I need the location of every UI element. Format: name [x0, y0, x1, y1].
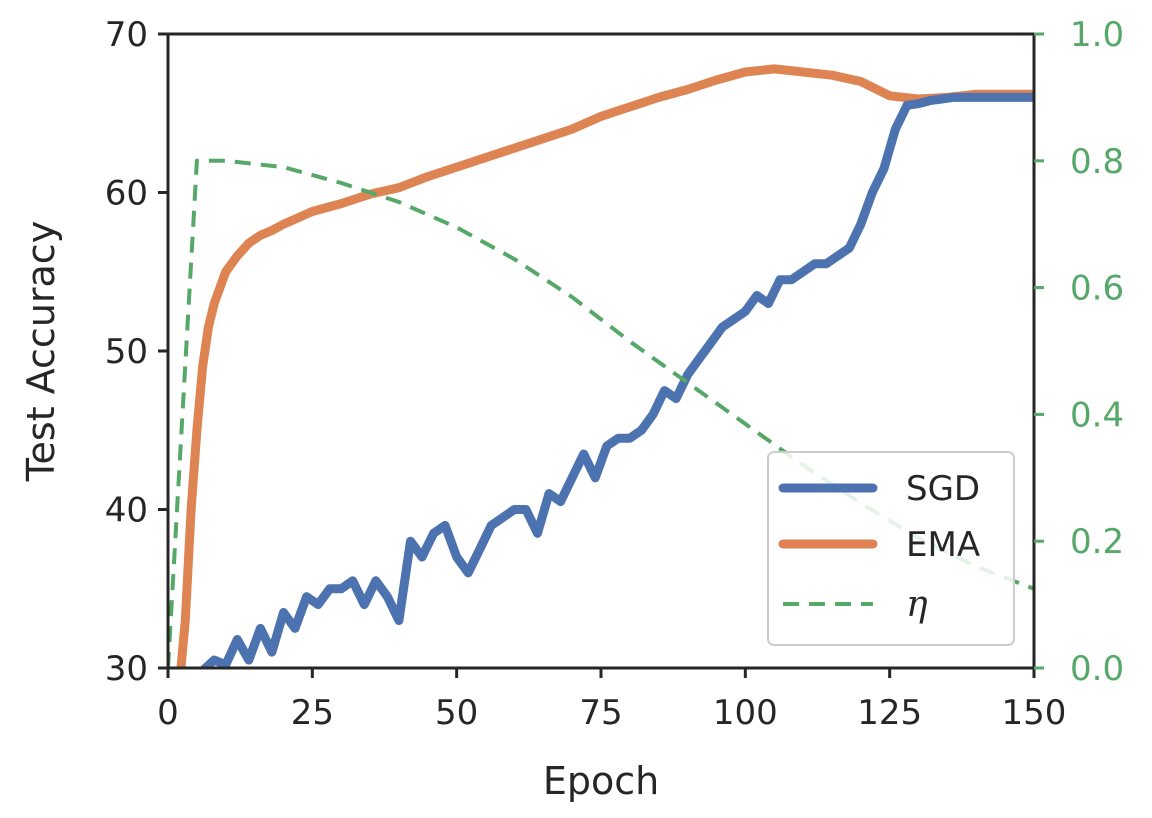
legend-box [767, 451, 1015, 646]
y2-tick-label: 0.8 [1070, 142, 1124, 182]
y-tick-label: 50 [105, 332, 148, 372]
x-tick-label: 25 [291, 693, 334, 733]
y2-tick-label: 0.4 [1070, 395, 1124, 435]
y2-tick-label: 1.0 [1070, 15, 1124, 55]
y-tick-label: 30 [105, 649, 148, 689]
y2-tick-label: 0.2 [1070, 522, 1124, 562]
y-axis-label: Test Accuracy [19, 221, 63, 482]
x-tick-label: 150 [1002, 693, 1067, 733]
legend-label-eta: η [906, 584, 928, 625]
x-axis-label: Epoch [543, 759, 659, 803]
x-tick-label: 75 [579, 693, 622, 733]
series-line-eta [168, 158, 1034, 668]
y-tick-label: 60 [105, 174, 148, 214]
x-tick-label: 125 [857, 693, 922, 733]
series-line-sgd [198, 92, 1034, 668]
legend-label-sgd: SGD [906, 469, 980, 509]
y-tick-label: 70 [105, 15, 148, 55]
series-line-ema [176, 64, 1034, 668]
ticks-layer: 0 25 50 75 100 125 150 30 40 50 60 70 0.0 0.2 0.4 0.6 0.… [105, 15, 1124, 733]
legend: SGD EMA η [767, 451, 1015, 646]
y2-tick-label: 0.6 [1070, 269, 1124, 309]
y-tick-label: 40 [105, 491, 148, 531]
series-layer [168, 64, 1034, 668]
y2-tick-label: 0.0 [1070, 649, 1124, 689]
legend-label-ema: EMA [906, 525, 980, 565]
x-tick-label: 0 [157, 693, 179, 733]
x-tick-label: 50 [435, 693, 478, 733]
x-tick-label: 100 [713, 693, 778, 733]
